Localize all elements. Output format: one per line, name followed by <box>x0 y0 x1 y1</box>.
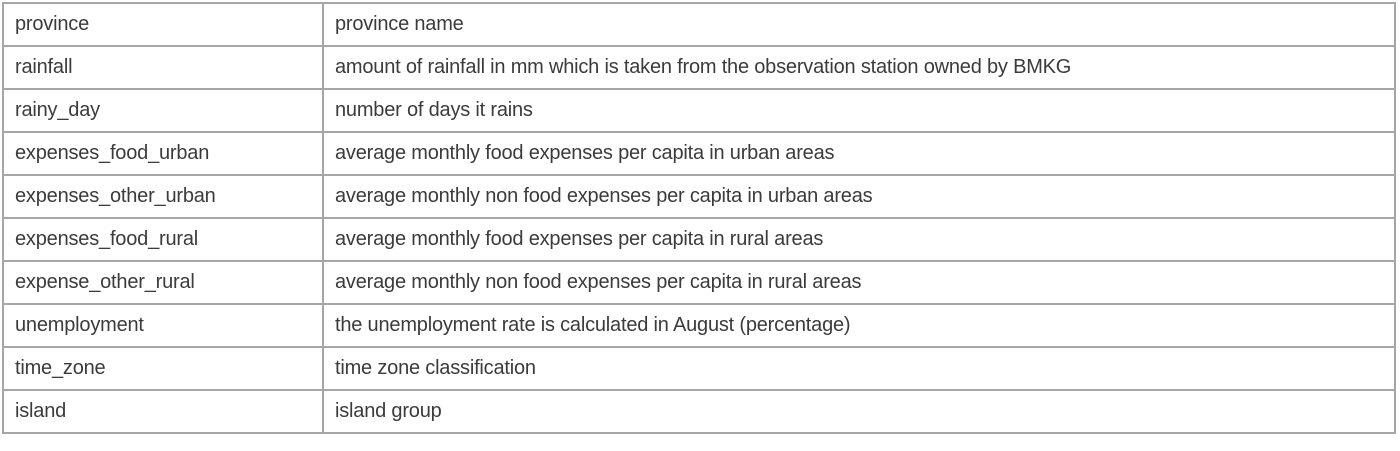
field-description-cell: average monthly non food expenses per ca… <box>322 260 1396 305</box>
field-name-cell: expenses_food_rural <box>2 217 324 262</box>
field-description-cell: province name <box>322 2 1396 47</box>
field-name-cell: rainfall <box>2 45 324 90</box>
field-name-cell: rainy_day <box>2 88 324 133</box>
table-row: expense_other_rural average monthly non … <box>2 260 1396 305</box>
data-dictionary-table: province province name rainfall amount o… <box>2 2 1396 434</box>
table-row: expenses_food_rural average monthly food… <box>2 217 1396 262</box>
table-row: rainfall amount of rainfall in mm which … <box>2 45 1396 90</box>
field-description-cell: average monthly non food expenses per ca… <box>322 174 1396 219</box>
field-name-cell: expense_other_rural <box>2 260 324 305</box>
field-name-cell: unemployment <box>2 303 324 348</box>
table-row: time_zone time zone classification <box>2 346 1396 391</box>
field-description-cell: amount of rainfall in mm which is taken … <box>322 45 1396 90</box>
table-row: expenses_other_urban average monthly non… <box>2 174 1396 219</box>
field-name-cell: time_zone <box>2 346 324 391</box>
field-description-cell: the unemployment rate is calculated in A… <box>322 303 1396 348</box>
field-description-cell: number of days it rains <box>322 88 1396 133</box>
field-name-cell: expenses_other_urban <box>2 174 324 219</box>
table-row: rainy_day number of days it rains <box>2 88 1396 133</box>
table-row: island island group <box>2 389 1396 434</box>
field-name-cell: island <box>2 389 324 434</box>
field-name-cell: expenses_food_urban <box>2 131 324 176</box>
field-description-cell: average monthly food expenses per capita… <box>322 131 1396 176</box>
table-row: expenses_food_urban average monthly food… <box>2 131 1396 176</box>
field-description-cell: average monthly food expenses per capita… <box>322 217 1396 262</box>
field-name-cell: province <box>2 2 324 47</box>
field-description-cell: island group <box>322 389 1396 434</box>
table-row: unemployment the unemployment rate is ca… <box>2 303 1396 348</box>
field-description-cell: time zone classification <box>322 346 1396 391</box>
table-row: province province name <box>2 2 1396 47</box>
